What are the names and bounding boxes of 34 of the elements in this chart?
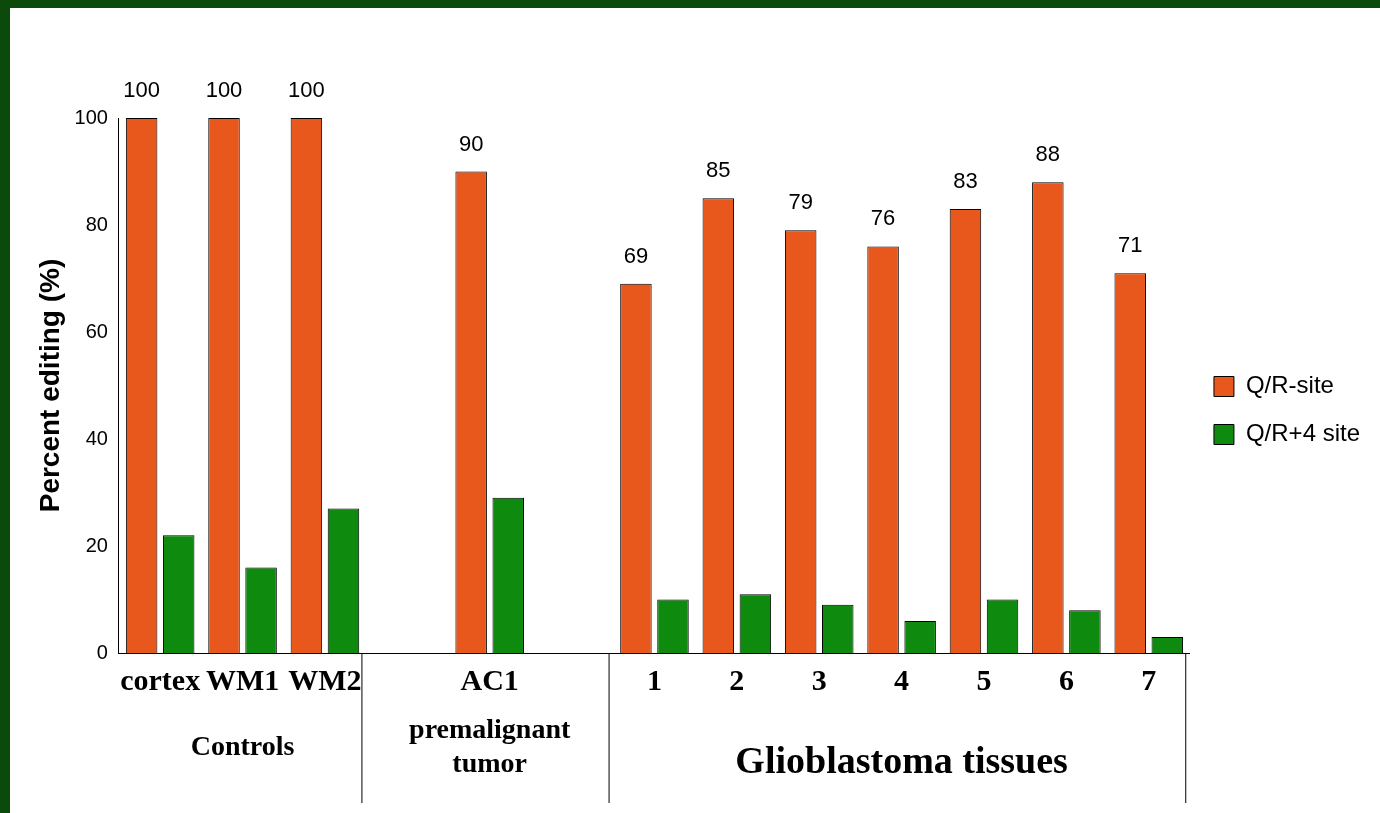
y-axis-title: Percent editing (%) [33, 258, 65, 513]
data-label: 100 [205, 77, 243, 103]
y-tick-label: 100 [74, 105, 108, 128]
x-tick-label: cortex [120, 662, 201, 696]
data-label: 69 [623, 242, 649, 268]
text: Glioblastoma tissues [735, 738, 1068, 781]
data-label: 88 [1035, 141, 1061, 167]
data-label: 85 [706, 157, 731, 183]
x-tick-label: 1 [646, 662, 662, 696]
y-tick-label: 80 [85, 212, 108, 235]
y-tick-label: 20 [85, 533, 108, 556]
data-label: 76 [870, 205, 896, 231]
x-tick-label: 6 [1058, 662, 1074, 696]
text: Controls [190, 730, 295, 762]
legend-label: Q/R-site [1245, 371, 1334, 399]
x-tick-label: WM2 [288, 662, 362, 696]
data-label: 90 [458, 130, 484, 156]
x-tick-label: 4 [894, 662, 910, 696]
x-tick-label: 3 [811, 662, 827, 696]
legend-label: Q/R+4 site [1245, 419, 1360, 447]
x-tick-label: WM1 [205, 662, 280, 696]
y-tick-label: 60 [85, 319, 108, 342]
data-label: 83 [953, 168, 978, 194]
data-label: 71 [1117, 232, 1143, 258]
text: premalignant tumor [409, 713, 571, 779]
y-tick-label: 0 [96, 640, 108, 663]
data-label: 100 [288, 77, 325, 103]
y-tick-label: 40 [85, 426, 108, 449]
x-tick-label: 7 [1141, 662, 1157, 696]
data-label: 100 [123, 77, 160, 103]
x-tick-label: 5 [976, 662, 992, 696]
x-tick-label: 2 [729, 662, 745, 696]
data-label: 79 [788, 189, 813, 215]
x-tick-label: AC1 [460, 662, 519, 696]
